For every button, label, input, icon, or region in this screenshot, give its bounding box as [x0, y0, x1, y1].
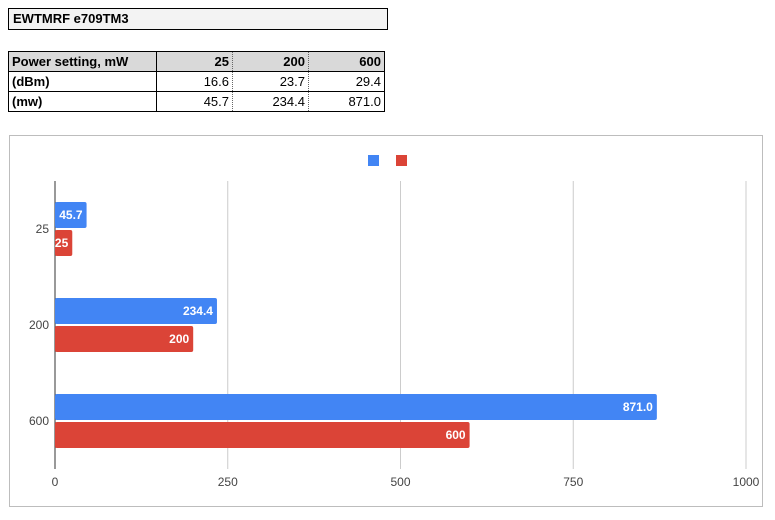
table-row-mw: (mw) 45.7 234.4 871.0 [8, 91, 385, 112]
x-tick-label: 0 [52, 475, 59, 489]
legend-swatch [368, 155, 379, 166]
row-label-cell: (dBm) [8, 71, 157, 92]
y-tick-label: 600 [29, 414, 49, 428]
bar [55, 298, 217, 324]
bar [55, 202, 87, 228]
bar-data-label: 600 [446, 428, 466, 442]
bar [55, 230, 73, 256]
row-label-cell: (mw) [8, 91, 157, 112]
bar [55, 394, 657, 420]
x-tick-label: 250 [218, 475, 238, 489]
table-header-row: Power setting, mW 25 200 600 [8, 51, 385, 72]
bar [55, 326, 194, 352]
bar-data-label: 200 [169, 332, 189, 346]
legend-swatch [396, 155, 407, 166]
value-cell: 45.7 [156, 91, 233, 112]
table-row-dbm: (dBm) 16.6 23.7 29.4 [8, 71, 385, 92]
sheet-title: EWTMRF e709TM3 [8, 8, 388, 30]
bar-chart: 0 250 500 750 1000 25 45.7 25 200 234.4 200 600 871.… [9, 135, 763, 507]
bar-data-label: 871.0 [623, 400, 653, 414]
value-cell: 16.6 [156, 71, 233, 92]
chart-canvas: 0 250 500 750 1000 25 45.7 25 200 234.4 200 600 871.… [29, 155, 760, 489]
bar-data-label: 25 [55, 236, 69, 250]
x-tick-label: 500 [390, 475, 410, 489]
x-tick-label: 750 [563, 475, 583, 489]
header-cell-600: 600 [308, 51, 385, 72]
power-table: Power setting, mW 25 200 600 (dBm) 16.6 … [8, 51, 385, 112]
value-cell: 234.4 [232, 91, 309, 112]
value-cell: 29.4 [308, 71, 385, 92]
bar-data-label: 234.4 [183, 304, 213, 318]
y-tick-label: 200 [29, 318, 49, 332]
value-cell: 871.0 [308, 91, 385, 112]
value-cell: 23.7 [232, 71, 309, 92]
header-label-cell: Power setting, mW [8, 51, 157, 72]
header-cell-25: 25 [156, 51, 233, 72]
y-tick-label: 25 [36, 222, 50, 236]
bar-data-label: 45.7 [59, 208, 83, 222]
x-tick-label: 1000 [733, 475, 760, 489]
bar [55, 422, 470, 448]
header-cell-200: 200 [232, 51, 309, 72]
